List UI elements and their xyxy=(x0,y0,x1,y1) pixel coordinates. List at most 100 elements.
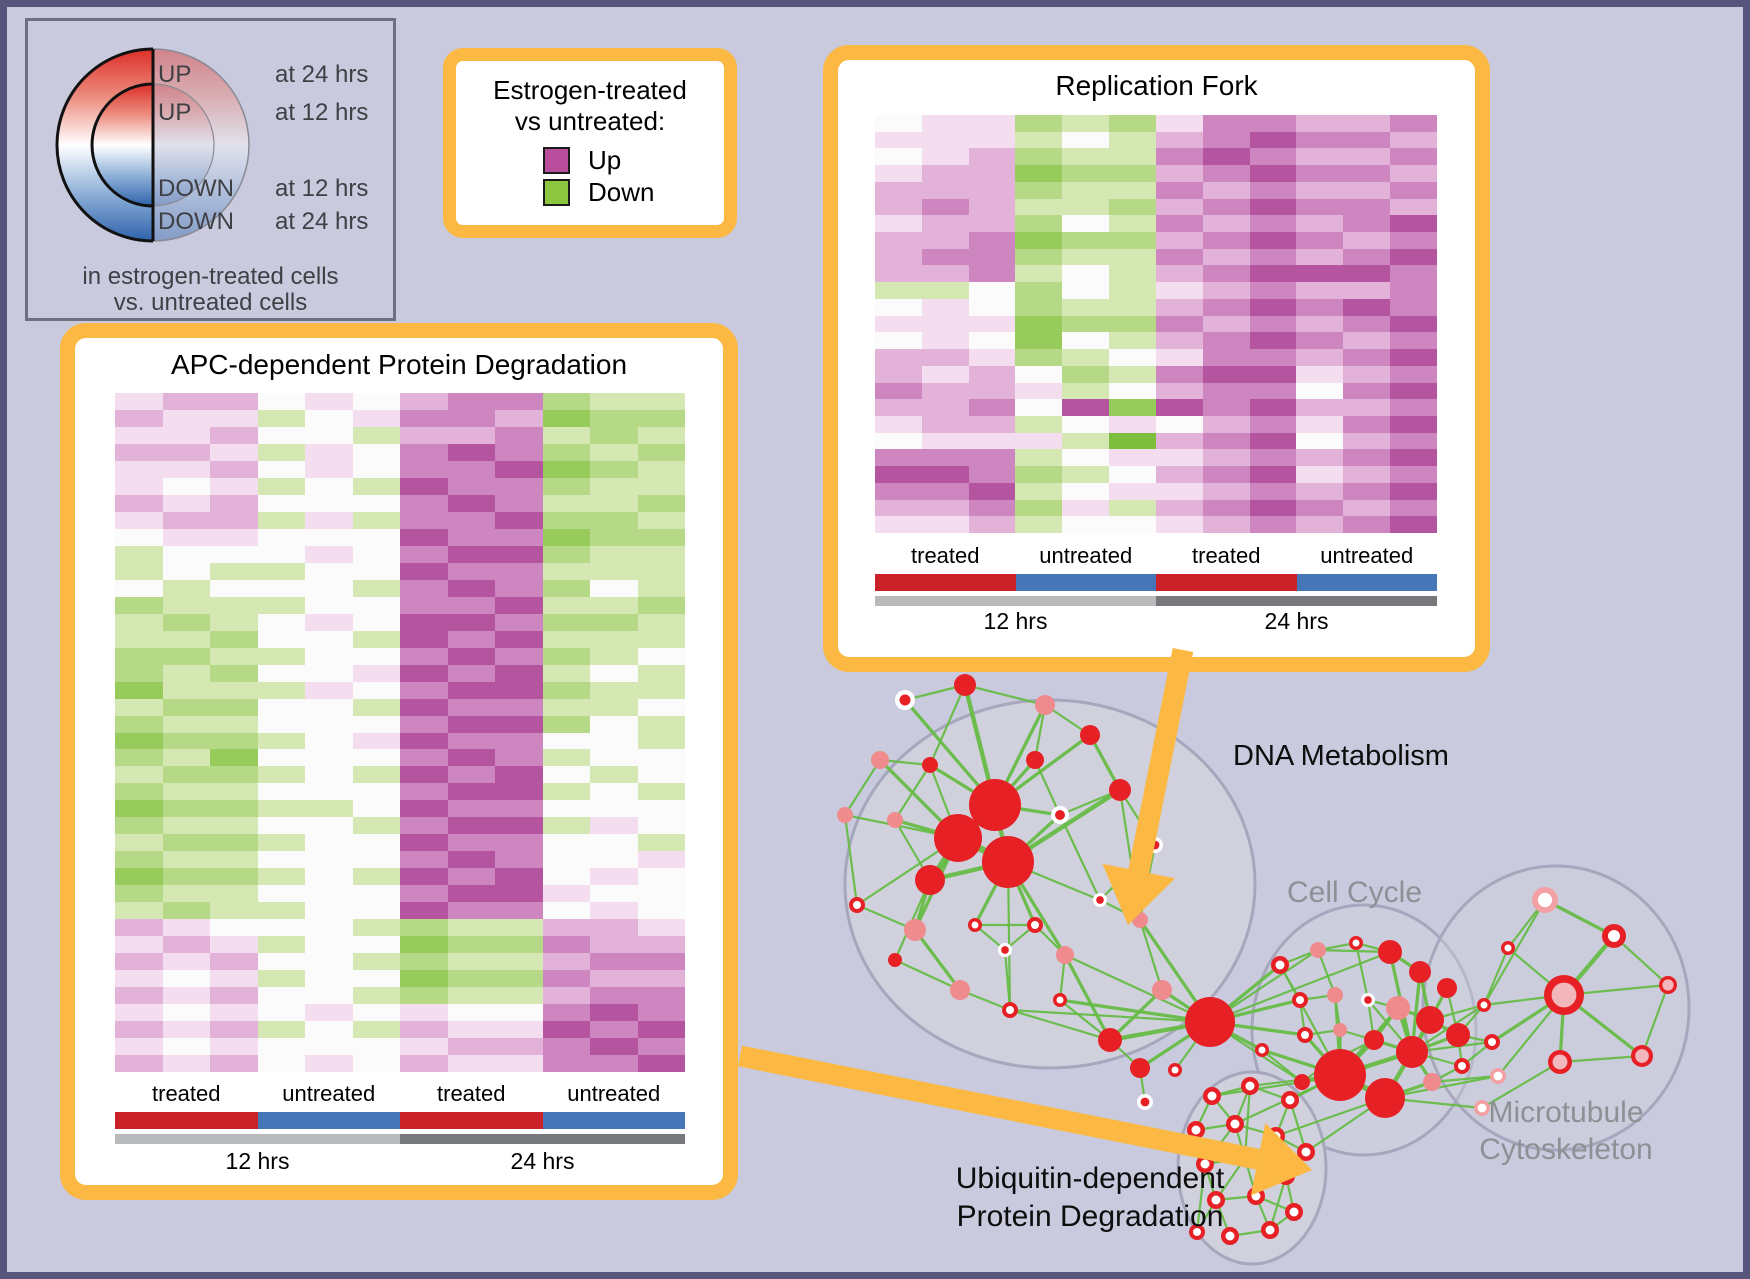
heatmap-cell xyxy=(542,562,590,580)
heatmap-cell xyxy=(495,681,543,699)
heatmap-cell xyxy=(1202,131,1250,149)
heatmap-cell xyxy=(257,902,305,920)
heatmap-cell xyxy=(305,1021,353,1039)
heatmap-cell xyxy=(1249,265,1297,283)
heatmap-cell xyxy=(1202,349,1250,366)
heatmap-cell xyxy=(305,800,353,818)
heatmap-cell xyxy=(1062,382,1110,400)
heatmap-cell xyxy=(115,885,163,903)
heatmap-cell xyxy=(1343,115,1391,132)
network-node xyxy=(904,919,926,941)
heatmap-cell xyxy=(115,987,163,1005)
heatmap-cell xyxy=(542,443,590,461)
heatmap-cell xyxy=(590,1038,638,1056)
heatmap-cell xyxy=(447,749,495,767)
rf-group-treated-12: treated xyxy=(911,543,980,568)
heatmap-cell xyxy=(1109,232,1156,249)
heatmap-cell xyxy=(1062,165,1110,182)
heatmap-cell xyxy=(921,282,969,299)
heatmap-cell xyxy=(542,868,590,886)
heatmap-cell xyxy=(590,443,638,461)
heatmap-cell xyxy=(921,432,969,450)
heatmap-cell xyxy=(1343,232,1391,249)
heatmap-cell xyxy=(162,800,210,818)
heatmap-cell xyxy=(1343,349,1391,366)
network-edge xyxy=(1063,954,1112,1041)
heatmap-cell xyxy=(447,562,495,580)
heatmap-cell xyxy=(1249,499,1297,517)
network-node xyxy=(1294,1074,1310,1090)
network-edge xyxy=(1059,998,1211,1024)
heatmap-cell xyxy=(637,885,685,903)
ring-label-time-24: at 24 hrs xyxy=(275,61,369,88)
heatmap-cell xyxy=(352,868,400,886)
heatmap-cell xyxy=(921,382,969,400)
heatmap-cell xyxy=(921,265,969,283)
heatmap-cell xyxy=(1155,516,1203,533)
heatmap-cell xyxy=(590,630,638,648)
legend-caption-line1: in estrogen-treated cells xyxy=(82,263,339,290)
heatmap-cell xyxy=(637,919,685,937)
heatmap-cell xyxy=(875,482,922,500)
heatmap-cell xyxy=(637,409,685,427)
heatmap-cell xyxy=(1062,265,1110,283)
heatmap-cell xyxy=(162,460,210,478)
heatmap-cell xyxy=(968,432,1016,450)
heatmap-cell xyxy=(305,426,353,444)
heatmap-cell xyxy=(542,579,590,597)
heatmap-cell xyxy=(447,936,495,954)
network-node xyxy=(1416,1006,1444,1034)
heatmap-cell xyxy=(257,1021,305,1039)
heatmap-cell xyxy=(1062,148,1110,166)
heatmap-cell xyxy=(542,613,590,631)
heatmap-cell xyxy=(1390,248,1437,266)
heatmap-cell xyxy=(495,783,543,801)
apc-untreated-bar-1 xyxy=(257,1112,400,1129)
heatmap-cell xyxy=(400,919,448,937)
heatmap-cell xyxy=(115,1055,163,1072)
heatmap-cell xyxy=(590,953,638,971)
heatmap-cell xyxy=(1249,131,1297,149)
apc-12hr-bar xyxy=(115,1134,400,1144)
heatmap-cell xyxy=(921,215,969,233)
heatmap-cell xyxy=(352,919,400,937)
heatmap-cell xyxy=(921,148,969,166)
heatmap-cell xyxy=(495,885,543,903)
network-edge xyxy=(1138,919,1164,991)
heatmap-cell xyxy=(495,1004,543,1022)
heatmap-cell xyxy=(875,298,922,316)
heatmap-cell xyxy=(968,382,1016,400)
heatmap-cell xyxy=(590,987,638,1005)
heatmap-cell xyxy=(210,681,258,699)
heatmap-cell xyxy=(1155,415,1203,433)
heatmap-cell xyxy=(210,800,258,818)
heatmap-cell xyxy=(1109,215,1156,233)
heatmap-cell xyxy=(305,970,353,988)
heatmap-cell xyxy=(257,766,305,784)
heatmap-cell xyxy=(495,715,543,733)
heatmap-cell xyxy=(400,1055,448,1072)
heatmap-cell xyxy=(1062,449,1110,467)
heatmap-cell xyxy=(210,630,258,648)
heatmap-cell xyxy=(921,449,969,467)
heatmap-cell xyxy=(352,460,400,478)
heatmap-cell xyxy=(1202,282,1250,299)
heatmap-cell xyxy=(542,885,590,903)
rf-24hrs-label: 24 hrs xyxy=(1264,608,1329,634)
heatmap-cell xyxy=(210,732,258,750)
heatmap-cell xyxy=(590,460,638,478)
heatmap-cell xyxy=(305,732,353,750)
heatmap-cell xyxy=(1062,349,1110,366)
heatmap-cell xyxy=(162,511,210,529)
apc-group-labels: treated untreated treated untreated xyxy=(115,1081,685,1107)
heatmap-cell xyxy=(447,885,495,903)
network-node xyxy=(1365,1078,1405,1118)
network-edge xyxy=(1059,814,1101,901)
heatmap-cell xyxy=(257,477,305,495)
heatmap-cell xyxy=(921,198,969,216)
heatmap-cell xyxy=(447,630,495,648)
network-node xyxy=(1241,1077,1259,1095)
heatmap-cell xyxy=(590,426,638,444)
heatmap-cell xyxy=(875,365,922,383)
heatmap-cell xyxy=(115,800,163,818)
